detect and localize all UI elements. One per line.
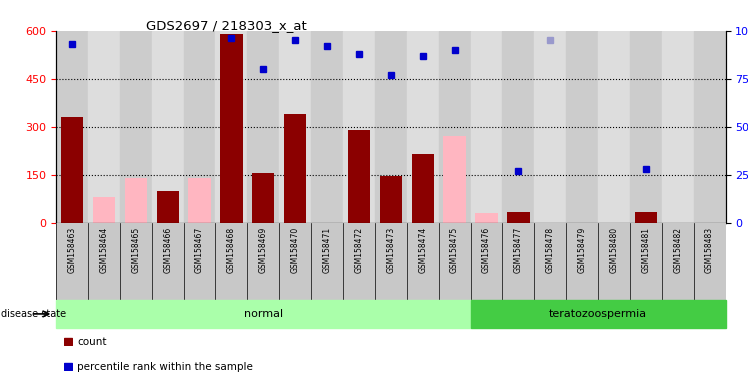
Text: GSM158472: GSM158472 bbox=[355, 227, 364, 273]
Text: GSM158466: GSM158466 bbox=[163, 227, 172, 273]
Bar bbox=[503, 31, 534, 223]
Text: GSM158481: GSM158481 bbox=[641, 227, 650, 273]
Text: GSM158478: GSM158478 bbox=[546, 227, 555, 273]
Bar bbox=[61, 117, 83, 223]
Bar bbox=[220, 34, 242, 223]
Text: GSM158477: GSM158477 bbox=[514, 227, 523, 273]
Text: GSM158483: GSM158483 bbox=[705, 227, 714, 273]
Text: GSM158468: GSM158468 bbox=[227, 227, 236, 273]
Text: GSM158463: GSM158463 bbox=[67, 227, 76, 273]
Bar bbox=[693, 31, 726, 223]
Bar bbox=[407, 31, 438, 223]
Bar bbox=[64, 338, 72, 346]
Bar bbox=[56, 300, 470, 328]
Bar bbox=[93, 197, 115, 223]
Bar bbox=[470, 300, 726, 328]
Text: GSM158474: GSM158474 bbox=[418, 227, 427, 273]
Bar bbox=[444, 136, 466, 223]
Bar bbox=[279, 31, 311, 223]
Text: GSM158465: GSM158465 bbox=[132, 227, 141, 273]
Bar bbox=[252, 173, 275, 223]
Bar bbox=[662, 31, 693, 223]
Bar bbox=[475, 213, 497, 223]
Text: GSM158475: GSM158475 bbox=[450, 227, 459, 273]
Bar bbox=[470, 31, 503, 223]
Text: GSM158476: GSM158476 bbox=[482, 227, 491, 273]
Text: normal: normal bbox=[244, 309, 283, 319]
Bar bbox=[56, 31, 88, 223]
Bar bbox=[348, 130, 370, 223]
Text: GSM158482: GSM158482 bbox=[673, 227, 682, 273]
Bar bbox=[215, 31, 248, 223]
Bar bbox=[248, 31, 279, 223]
Text: GSM158473: GSM158473 bbox=[386, 227, 396, 273]
Bar bbox=[598, 31, 630, 223]
Bar bbox=[125, 178, 147, 223]
Text: disease state: disease state bbox=[1, 309, 66, 319]
Bar bbox=[183, 31, 215, 223]
Bar bbox=[64, 363, 72, 371]
Text: teratozoospermia: teratozoospermia bbox=[549, 309, 647, 319]
Bar bbox=[438, 31, 470, 223]
Text: GSM158479: GSM158479 bbox=[577, 227, 586, 273]
Bar bbox=[188, 178, 211, 223]
Bar bbox=[152, 31, 183, 223]
Text: GDS2697 / 218303_x_at: GDS2697 / 218303_x_at bbox=[146, 19, 307, 32]
Bar bbox=[343, 31, 375, 223]
Text: GSM158480: GSM158480 bbox=[610, 227, 619, 273]
Bar bbox=[156, 191, 179, 223]
Text: GSM158467: GSM158467 bbox=[195, 227, 204, 273]
Bar bbox=[635, 212, 657, 223]
Text: percentile rank within the sample: percentile rank within the sample bbox=[77, 362, 253, 372]
Bar bbox=[120, 31, 152, 223]
Bar bbox=[566, 31, 598, 223]
Bar bbox=[375, 31, 407, 223]
Bar bbox=[411, 154, 434, 223]
Bar bbox=[88, 31, 120, 223]
Bar bbox=[507, 212, 530, 223]
Text: GSM158469: GSM158469 bbox=[259, 227, 268, 273]
Bar bbox=[284, 114, 307, 223]
Text: GSM158470: GSM158470 bbox=[291, 227, 300, 273]
Bar bbox=[534, 31, 566, 223]
Bar bbox=[630, 31, 662, 223]
Text: GSM158471: GSM158471 bbox=[322, 227, 331, 273]
Text: GSM158464: GSM158464 bbox=[99, 227, 108, 273]
Text: count: count bbox=[77, 337, 106, 347]
Bar bbox=[380, 176, 402, 223]
Bar bbox=[311, 31, 343, 223]
